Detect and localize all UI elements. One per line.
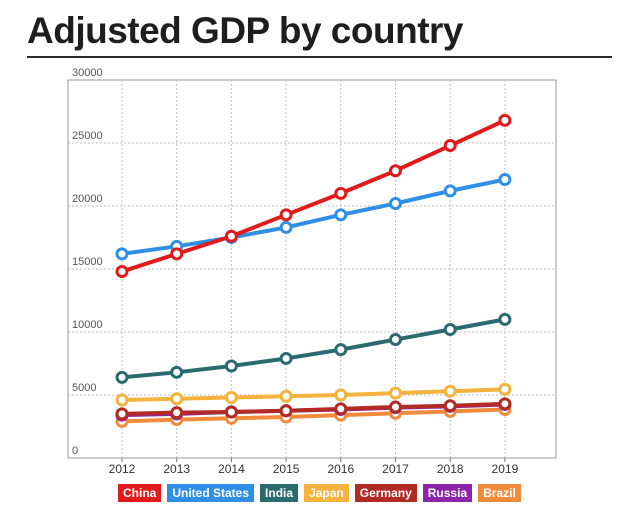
line-chart: 0 5000 10000 15000 20000 25000 30000 2012 2013 20…: [67, 67, 557, 476]
legend-item-japan[interactable]: Japan: [304, 484, 349, 502]
data-point-japan: [170, 392, 184, 406]
data-point-germany: [389, 400, 402, 414]
series-line-germany: [120, 401, 507, 416]
series-line-united-states: [120, 177, 507, 256]
data-point-india: [115, 370, 129, 384]
legend-item-russia[interactable]: Russia: [422, 484, 473, 502]
data-point-india: [224, 359, 238, 373]
chart-title: Adjusted GDP by country: [27, 10, 464, 51]
data-point-united-states: [443, 184, 457, 198]
data-point-china: [334, 186, 348, 200]
legend-item-brazil[interactable]: Brazil: [478, 484, 521, 502]
x-tick-label: 2018: [437, 462, 464, 476]
data-point-india: [498, 312, 512, 326]
data-point-china: [498, 113, 512, 127]
data-point-united-states: [389, 196, 402, 210]
y-tick-label: 10000: [72, 319, 103, 331]
y-tick-label: 30000: [72, 67, 103, 79]
legend-item-germany[interactable]: Germany: [354, 484, 417, 502]
data-point-united-states: [334, 208, 348, 222]
data-point-japan: [279, 389, 293, 403]
y-tick-label: 15000: [72, 256, 103, 268]
series-line-japan: [120, 387, 507, 403]
data-point-germany: [498, 397, 512, 411]
series-line-brazil: [120, 407, 507, 424]
data-point-china: [224, 229, 238, 243]
x-tick-label: 2017: [382, 462, 409, 476]
data-point-japan: [389, 386, 402, 400]
x-tick-label: 2014: [218, 462, 245, 476]
data-point-india: [334, 343, 348, 357]
x-tick-label: 2013: [163, 462, 190, 476]
title-divider: [27, 56, 612, 58]
data-point-india: [279, 351, 293, 365]
legend-item-china[interactable]: China: [118, 484, 162, 502]
data-point-germany: [443, 399, 457, 413]
data-point-germany: [170, 406, 184, 420]
data-point-germany: [224, 405, 238, 419]
data-point-china: [443, 139, 457, 153]
data-point-china: [279, 208, 293, 222]
data-point-china: [115, 265, 129, 279]
y-tick-label: 5000: [72, 382, 96, 394]
data-point-india: [170, 365, 184, 379]
data-point-china: [389, 164, 402, 178]
data-point-japan: [334, 388, 348, 402]
x-tick-label: 2016: [327, 462, 354, 476]
series-line-china: [120, 118, 507, 274]
x-tick-label: 2012: [109, 462, 136, 476]
data-point-united-states: [279, 220, 293, 234]
data-point-united-states: [115, 247, 129, 261]
data-point-japan: [224, 391, 238, 405]
data-point-india: [389, 333, 402, 347]
data-point-japan: [115, 393, 129, 407]
data-point-india: [443, 322, 457, 336]
legend-item-united-states[interactable]: United States: [167, 484, 255, 502]
data-point-germany: [115, 407, 129, 421]
y-tick-label: 0: [72, 445, 78, 457]
x-tick-label: 2015: [273, 462, 300, 476]
data-point-japan: [443, 384, 457, 398]
y-tick-label: 25000: [72, 130, 103, 142]
data-point-china: [170, 247, 184, 261]
data-point-germany: [279, 404, 293, 418]
x-tick-label: 2019: [492, 462, 519, 476]
legend: China United States India Japan Germany Russi…: [118, 484, 521, 502]
data-point-united-states: [498, 173, 512, 187]
series-line-india: [120, 317, 507, 380]
y-tick-label: 20000: [72, 193, 103, 205]
data-point-germany: [334, 402, 348, 416]
legend-item-india[interactable]: India: [260, 484, 299, 502]
data-point-japan: [498, 382, 512, 396]
